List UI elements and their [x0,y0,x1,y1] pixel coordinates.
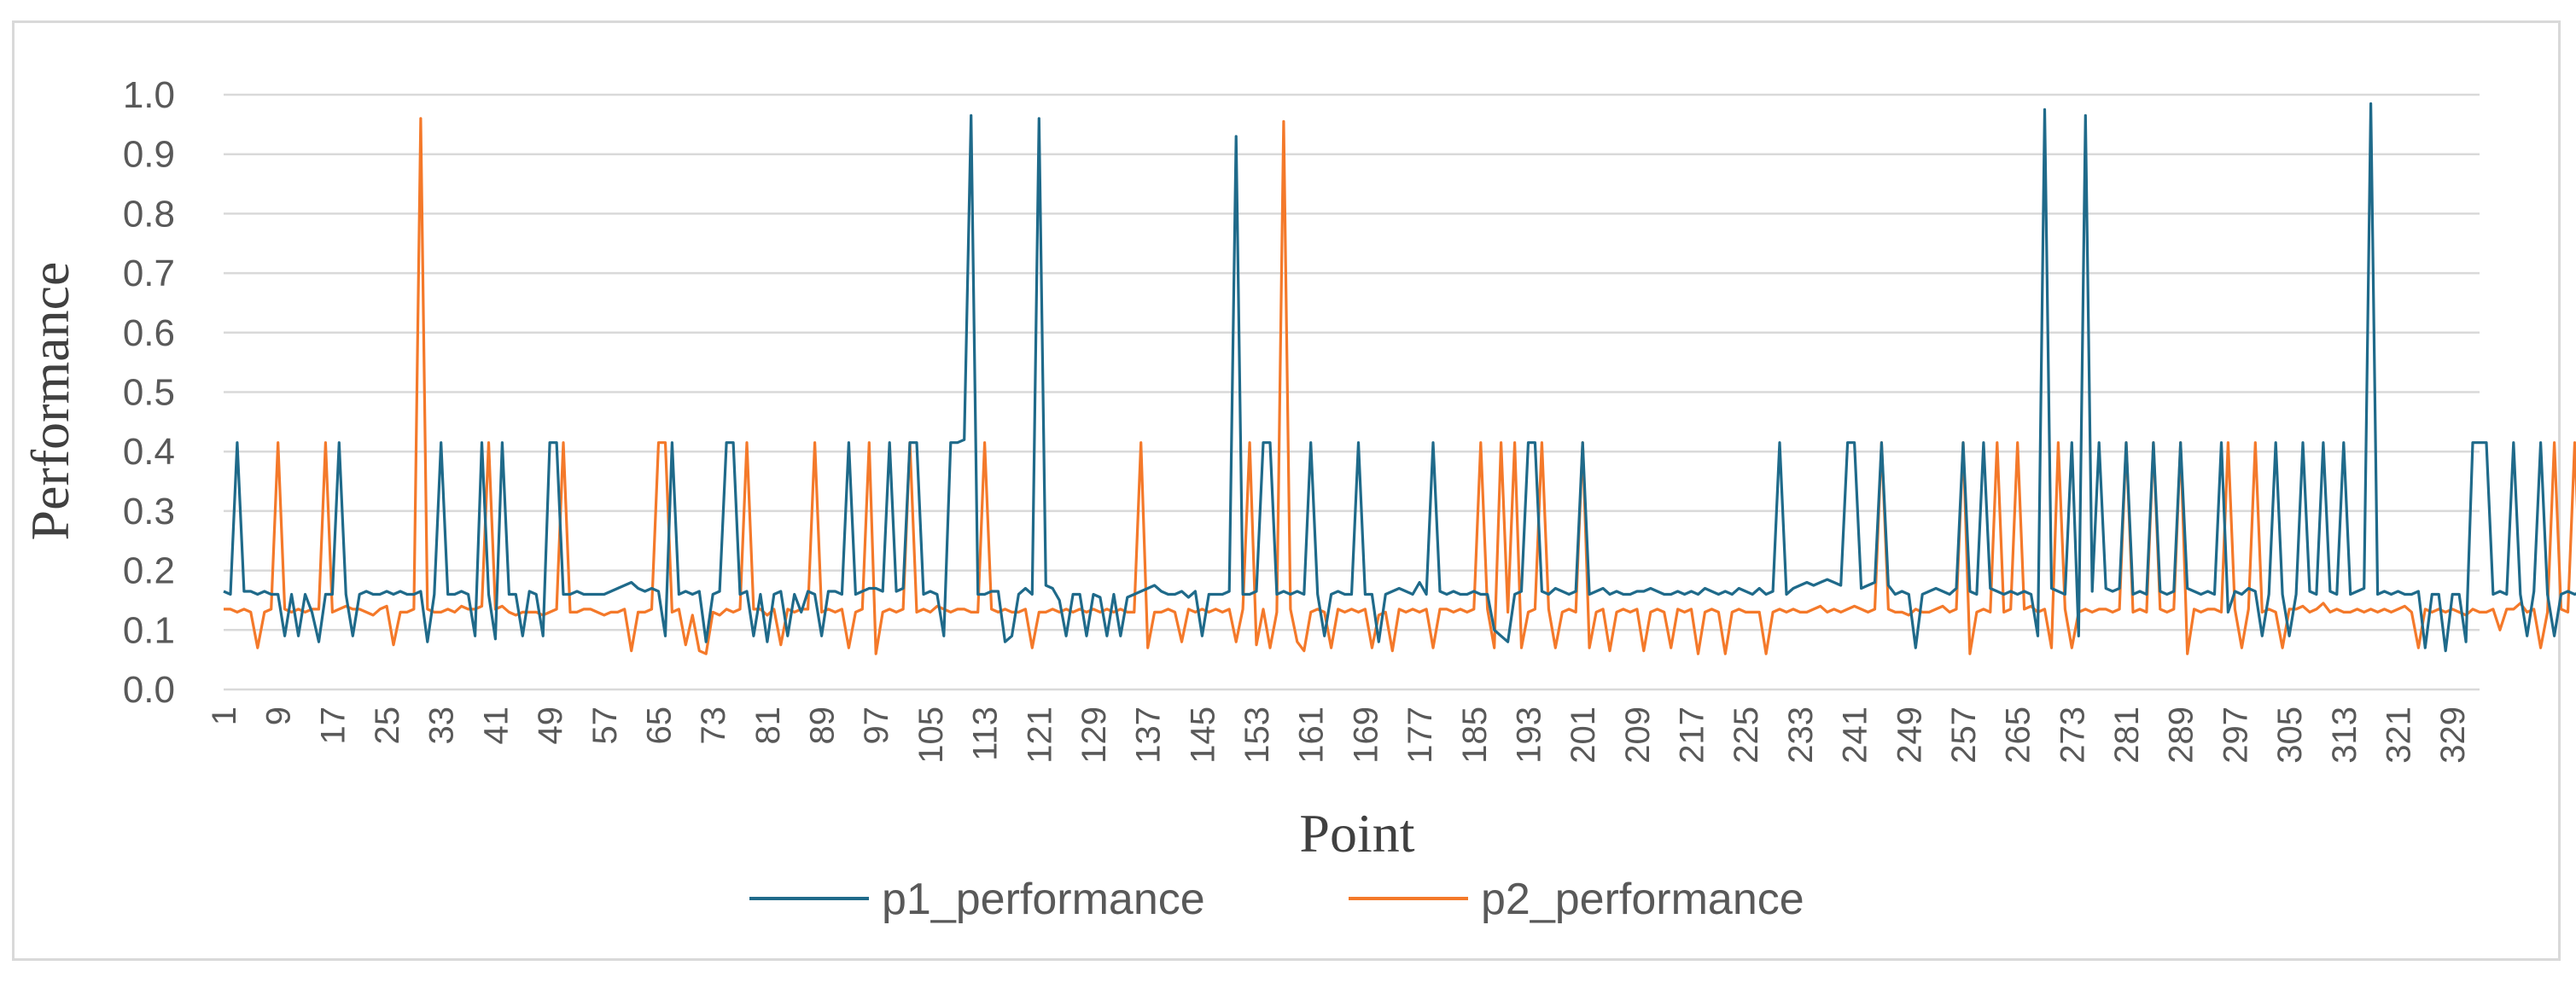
x-tick-label: 89 [804,707,842,745]
x-axis-title: Point [1299,803,1414,864]
x-tick-label: 161 [1293,707,1331,764]
x-tick-label: 17 [314,707,352,745]
gridlines [224,93,2480,691]
x-tick-label: 265 [2000,707,2037,764]
y-tick-label: 0.8 [123,193,175,235]
x-tick-label: 201 [1565,707,1602,764]
x-tick-label: 81 [749,707,787,745]
y-tick-label: 0.2 [123,550,175,592]
x-tick-label: 289 [2163,707,2200,764]
x-tick-label: 137 [1130,707,1168,764]
x-tick-label: 9 [260,707,298,725]
x-tick-label: 169 [1347,707,1384,764]
y-tick-label: 0.0 [123,669,175,711]
chart-frame [12,20,2561,961]
x-tick-label: 97 [858,707,895,745]
x-axis-ticks: 1 9 17 25 33 41 49 57 65 73 81 89 97 105 113 121 129 137 1… [206,707,2472,764]
legend: p1_performance p2_performance [749,875,1804,924]
x-tick-label: 121 [1021,707,1058,764]
x-tick-label: 65 [640,707,678,745]
legend-label: p1_performance [882,875,1205,924]
y-tick-label: 1.0 [123,74,175,116]
series-line-p1-performance [223,102,2576,653]
y-tick-label: 0.5 [123,372,175,414]
x-tick-label: 193 [1510,707,1547,764]
y-tick-label: 0.7 [123,253,175,294]
x-tick-label: 241 [1837,707,1874,764]
x-tick-label: 297 [2217,707,2254,764]
x-tick-label: 153 [1238,707,1276,764]
x-tick-label: 233 [1782,707,1820,764]
x-tick-label: 73 [695,707,732,745]
x-tick-label: 105 [912,707,950,764]
x-tick-label: 145 [1184,707,1221,764]
x-tick-label: 129 [1075,707,1113,764]
y-axis-ticks: 0.0 0.1 0.2 0.3 0.4 0.5 0.6 0.7 0.8 0.9 1.0 [123,74,175,711]
x-tick-label: 225 [1728,707,1765,764]
x-tick-label: 313 [2326,707,2363,764]
series-line-p2-performance [224,117,2576,655]
y-tick-label: 0.6 [123,312,175,354]
x-tick-label: 281 [2108,707,2146,764]
x-tick-label: 257 [1945,707,1983,764]
x-tick-label: 57 [586,707,624,745]
x-tick-label: 249 [1891,707,1928,764]
x-tick-label: 177 [1402,707,1439,764]
x-tick-label: 25 [369,707,406,745]
x-tick-label: 321 [2380,707,2417,764]
y-tick-label: 0.4 [123,431,175,473]
x-tick-label: 1 [206,707,243,725]
x-tick-label: 273 [2054,707,2091,764]
x-tick-label: 329 [2434,707,2472,764]
x-tick-label: 49 [532,707,569,745]
x-tick-label: 41 [477,707,515,745]
x-tick-label: 217 [1674,707,1711,764]
x-tick-label: 33 [423,707,461,745]
x-tick-label: 113 [967,707,1005,761]
x-tick-label: 185 [1456,707,1494,764]
y-tick-label: 0.9 [123,134,175,176]
y-tick-label: 0.1 [123,609,175,651]
x-tick-label: 305 [2271,707,2309,764]
y-axis-title: Performance [20,262,80,541]
y-tick-label: 0.3 [123,491,175,532]
legend-label: p2_performance [1481,875,1804,924]
x-tick-label: 209 [1619,707,1657,764]
series-lines [223,102,2576,655]
